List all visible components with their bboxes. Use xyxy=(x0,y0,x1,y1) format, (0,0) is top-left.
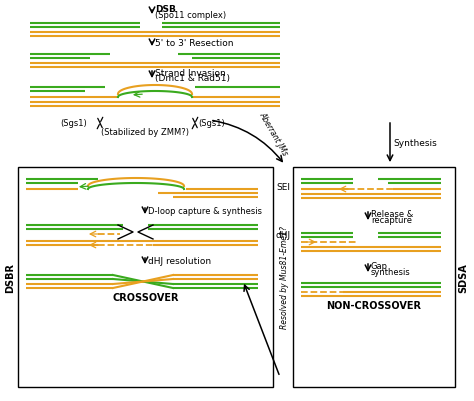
Text: recapture: recapture xyxy=(371,216,412,225)
Text: Release &: Release & xyxy=(371,210,413,219)
Text: Aberrant JMs: Aberrant JMs xyxy=(257,110,289,157)
Text: Strand Invasion: Strand Invasion xyxy=(155,68,226,77)
Text: NON-CROSSOVER: NON-CROSSOVER xyxy=(327,300,421,310)
Text: Synthesis: Synthesis xyxy=(393,139,437,148)
Text: (Sgs1): (Sgs1) xyxy=(60,119,87,128)
Text: SDSA: SDSA xyxy=(458,263,468,292)
Text: DSB: DSB xyxy=(155,4,176,14)
Text: (Dmc1 & Rad51): (Dmc1 & Rad51) xyxy=(155,74,230,83)
Text: Gap: Gap xyxy=(371,262,388,271)
Bar xyxy=(18,168,273,387)
Bar xyxy=(293,168,455,387)
Text: SEI: SEI xyxy=(276,183,290,192)
Text: CROSSOVER: CROSSOVER xyxy=(112,292,179,302)
Text: (Sgs1): (Sgs1) xyxy=(198,119,225,128)
Text: dHJ resolution: dHJ resolution xyxy=(148,257,211,266)
Text: dHJ: dHJ xyxy=(276,231,291,240)
Text: Resolved by Mus81-Eme1?: Resolved by Mus81-Eme1? xyxy=(281,226,290,328)
Text: DSBR: DSBR xyxy=(5,262,15,292)
Text: (Stabilized by ZMM?): (Stabilized by ZMM?) xyxy=(101,128,189,137)
Text: 5' to 3' Resection: 5' to 3' Resection xyxy=(155,39,234,49)
Text: D-loop capture & synthesis: D-loop capture & synthesis xyxy=(148,207,262,216)
Text: synthesis: synthesis xyxy=(371,268,411,277)
Text: (Spo11 complex): (Spo11 complex) xyxy=(155,10,226,20)
